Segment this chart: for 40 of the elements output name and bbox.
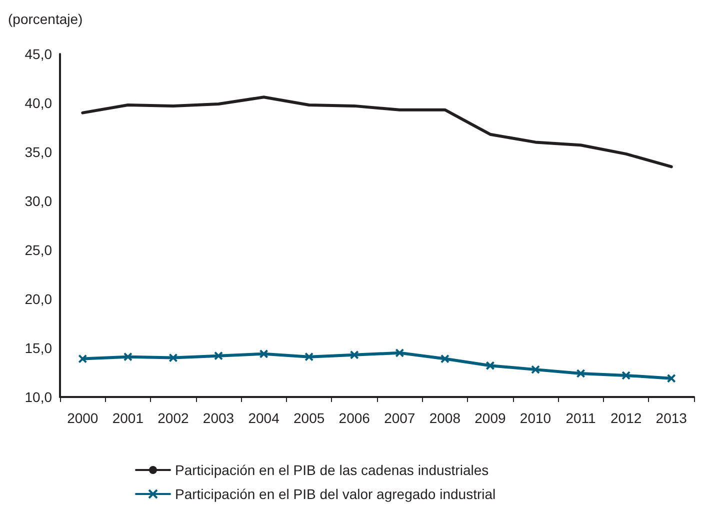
x-tick-label: 2004 xyxy=(248,410,280,426)
legend-label: Participación en el PIB del valor agregado industrial xyxy=(175,486,496,502)
point xyxy=(395,348,404,358)
point xyxy=(576,368,586,378)
point xyxy=(531,365,540,374)
y-tick-label: 10,0 xyxy=(24,389,52,405)
x-tick-label: 2003 xyxy=(202,410,234,426)
point xyxy=(440,354,450,364)
point xyxy=(259,349,268,358)
x-tick-label: 2010 xyxy=(520,410,552,426)
y-tick-label: 15,0 xyxy=(24,340,52,356)
point xyxy=(486,361,495,370)
x-tick-label: 2008 xyxy=(429,410,461,426)
point xyxy=(78,354,88,364)
x-tick-label: 2007 xyxy=(384,410,416,426)
x-tick-label: 2011 xyxy=(566,410,596,426)
x-tick-label: 2005 xyxy=(293,410,325,426)
point xyxy=(666,374,676,383)
x-tick-label: 2009 xyxy=(474,410,506,426)
legend-label: Participación en el PIB de las cadenas industriales xyxy=(175,462,489,478)
x-tick-label: 2012 xyxy=(610,410,642,426)
y-tick-label: 40,0 xyxy=(24,95,52,111)
y-tick-label: 45,0 xyxy=(24,46,52,62)
point xyxy=(350,350,359,360)
y-tick-label: 20,0 xyxy=(24,291,52,307)
y-tick-label: 30,0 xyxy=(24,193,52,209)
x-tick-label: 2013 xyxy=(656,410,688,426)
point xyxy=(622,370,631,380)
point xyxy=(214,351,223,360)
line-series xyxy=(81,96,673,168)
x-tick-label: 2001 xyxy=(112,410,144,426)
point xyxy=(123,352,132,362)
y-tick-label: 25,0 xyxy=(24,242,52,258)
x-tick-label: 2006 xyxy=(338,410,370,426)
y-tick-label: 35,0 xyxy=(24,144,52,160)
point xyxy=(168,353,178,362)
y-axis-title: (porcentaje) xyxy=(8,11,83,27)
x-tick-label: 2002 xyxy=(158,410,189,426)
x-tick-label: 2000 xyxy=(67,410,98,426)
point xyxy=(304,352,314,362)
